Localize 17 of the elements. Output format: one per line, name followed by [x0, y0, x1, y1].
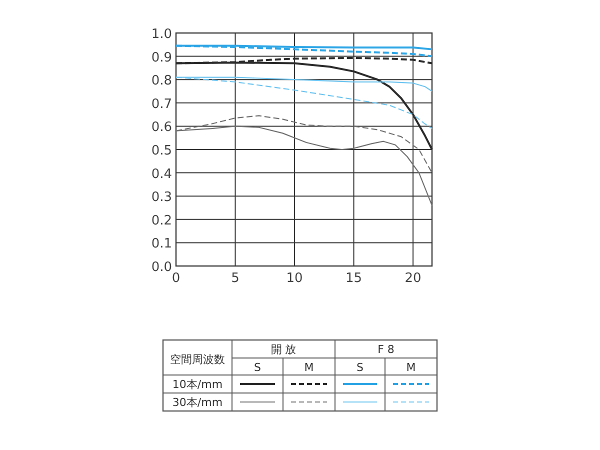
y-tick-label: 0.3	[151, 190, 172, 206]
y-tick-label: 0.2	[151, 213, 172, 228]
y-tick-label: 0.6	[151, 120, 172, 136]
x-tick-label: 15	[346, 271, 362, 286]
x-tick-label: 20	[404, 271, 422, 286]
legend: 空間周波数 開 放 F 8 S M S M 10本/mm 30本/mm	[162, 339, 438, 412]
y-tick-label: 0.8	[151, 74, 172, 89]
y-tick-label: 0.0	[151, 260, 172, 275]
x-tick-label: 0	[172, 271, 180, 286]
y-tick-label: 0.7	[151, 96, 172, 112]
x-tick-label: 10	[286, 271, 303, 286]
y-tick-label: 0.5	[151, 144, 172, 158]
y-tick-label: 0.4	[151, 166, 172, 182]
x-tick-label: 5	[231, 271, 240, 286]
y-tick-label: 0.9	[151, 50, 172, 66]
y-tick-label: 0.1	[151, 236, 172, 252]
y-tick-label: 1.0	[151, 27, 172, 42]
